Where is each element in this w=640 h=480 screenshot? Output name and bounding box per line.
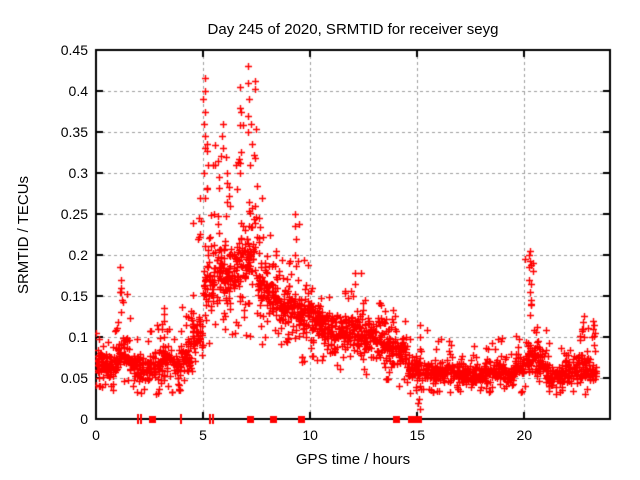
y-tick-label: 0.35 [60, 124, 88, 140]
x-axis-title: GPS time / hours [295, 451, 411, 468]
x-tick-label: 0 [92, 427, 100, 443]
y-axis-title: SRMTID / TECUs [15, 175, 32, 295]
x-tick-label: 20 [516, 427, 533, 443]
y-tick-label: 0 [80, 411, 88, 427]
x-tick-label: 5 [199, 427, 207, 443]
y-tick-label: 0.4 [68, 83, 88, 99]
chart-title: Day 245 of 2020, SRMTID for receiver sey… [207, 21, 499, 38]
y-tick-label: 0.1 [68, 329, 88, 345]
y-tick-label: 0.3 [68, 165, 88, 181]
y-tick-label: 0.25 [60, 206, 88, 222]
y-tick-label: 0.15 [60, 288, 88, 304]
y-tick-label: 0.2 [68, 247, 88, 263]
x-tick-label: 15 [409, 427, 426, 443]
y-tick-label: 0.05 [60, 370, 88, 386]
x-tick-label: 10 [302, 427, 318, 443]
y-tick-label: 0.45 [60, 42, 88, 58]
